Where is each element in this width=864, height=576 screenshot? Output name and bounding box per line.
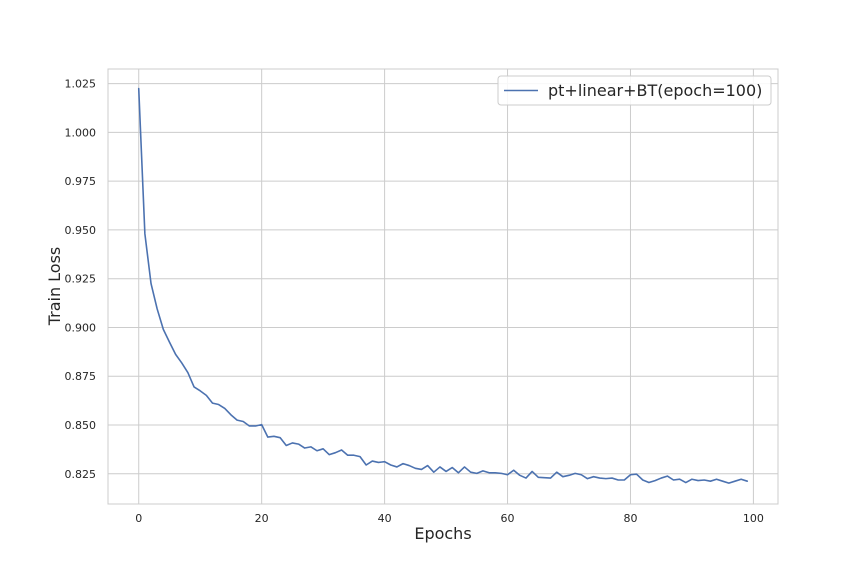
x-tick-label: 60 bbox=[501, 512, 515, 525]
y-tick-label: 1.025 bbox=[65, 78, 97, 91]
y-tick-label: 0.875 bbox=[65, 370, 97, 383]
series-line bbox=[137, 87, 749, 484]
y-tick-label: 0.900 bbox=[65, 321, 97, 334]
x-tick-label: 80 bbox=[623, 512, 637, 525]
y-tick-label: 0.850 bbox=[65, 419, 97, 432]
tick-labels: 0 20 40 60 80 100 0.825 0.850 0.875 0.900 0.925 0.9… bbox=[65, 78, 764, 525]
series-lines bbox=[137, 87, 749, 484]
x-axis-label: Epochs bbox=[414, 524, 471, 543]
x-tick-label: 20 bbox=[255, 512, 269, 525]
y-tick-label: 0.825 bbox=[65, 468, 97, 481]
x-tick-label: 0 bbox=[135, 512, 142, 525]
grid bbox=[108, 69, 778, 504]
y-tick-label: 0.950 bbox=[65, 224, 97, 237]
y-tick-label: 0.925 bbox=[65, 273, 97, 286]
legend-label: pt+linear+BT(epoch=100) bbox=[548, 81, 762, 100]
x-tick-label: 40 bbox=[378, 512, 392, 525]
plot-area bbox=[108, 69, 778, 504]
y-tick-label: 1.000 bbox=[65, 126, 97, 139]
legend-box bbox=[497, 75, 772, 106]
y-axis-label: Train Loss bbox=[45, 247, 64, 327]
plot-frame bbox=[107, 68, 779, 505]
legend: pt+linear+BT(epoch=100) bbox=[497, 75, 772, 106]
x-tick-label: 100 bbox=[743, 512, 764, 525]
y-tick-label: 0.975 bbox=[65, 175, 97, 188]
